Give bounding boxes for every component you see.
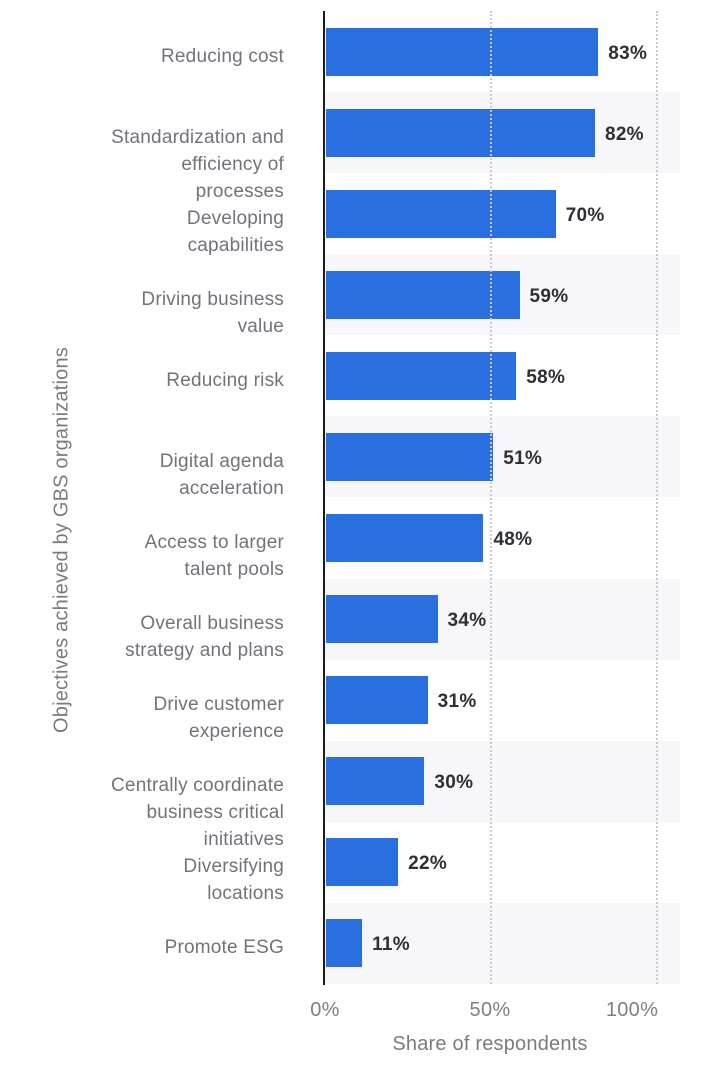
y-axis-line [323,11,325,985]
row-stripe [324,902,680,984]
bar [326,27,599,76]
value-label: 58% [526,366,566,388]
value-label: 31% [437,691,477,713]
category-label: Developing capabilities [186,207,284,256]
value-label: 59% [529,285,569,307]
x-tick-label: 50% [469,999,511,1021]
value-label: 83% [608,42,648,64]
bar [326,432,494,481]
category-label: Overall business strategy and plans [125,613,284,662]
gridline-100pct [656,11,658,984]
category-label: Promote ESG [164,937,284,959]
bar [326,595,438,644]
value-label: 51% [503,447,543,469]
category-label: Standardization and efficiency of proces… [111,126,284,202]
category-label: Drive customer experience [153,694,284,743]
x-tick-label: 0% [310,999,340,1021]
category-label: Digital agenda acceleration [159,450,284,499]
value-label: 70% [565,204,605,226]
bar [326,514,484,563]
value-label: 82% [604,123,644,145]
category-label: Access to larger talent pools [144,532,284,581]
bar [326,757,425,806]
bar [326,838,399,887]
value-label: 34% [447,610,487,632]
gridline-50pct [490,11,492,984]
category-label: Driving business value [141,288,284,337]
bar [326,108,595,157]
category-label: Centrally coordinate business critical i… [111,775,284,851]
value-label: 11% [372,934,410,956]
bar [326,351,517,400]
bar [326,189,556,238]
bar [326,676,428,725]
value-label: 30% [434,772,474,794]
category-label: Reducing cost [160,45,284,67]
value-label: 48% [493,529,533,551]
value-label: 22% [408,853,448,875]
bar [326,270,520,319]
y-axis-title: Objectives achieved by GBS organizations [50,347,73,733]
category-label: Reducing risk [166,369,284,391]
category-label: Diversifying locations [183,856,284,905]
x-axis-title: Share of respondents [392,1033,588,1055]
x-tick-label: 100% [605,999,659,1021]
bar [326,919,363,968]
